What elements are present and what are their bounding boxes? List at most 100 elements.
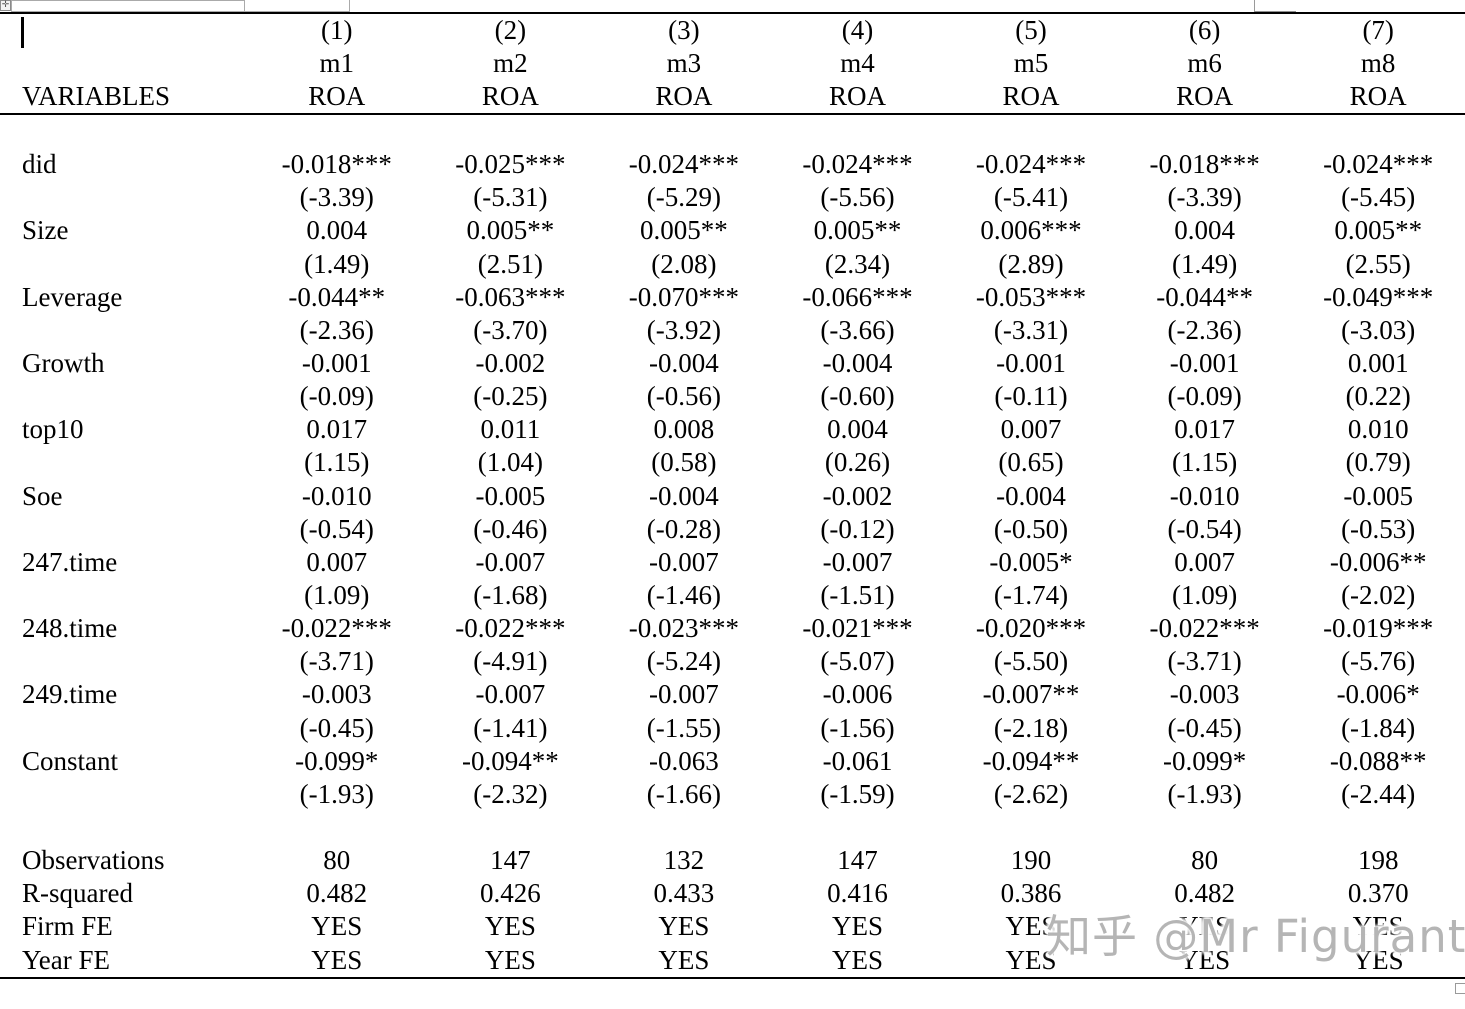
value-cell: -0.003 bbox=[301, 679, 372, 710]
value-cell: 0.370 bbox=[1347, 878, 1409, 909]
column-model: m1 bbox=[319, 48, 355, 78]
value-cell: (-2.18) bbox=[993, 712, 1069, 743]
value-cell bbox=[771, 114, 945, 148]
value-cell: (-0.28) bbox=[646, 513, 722, 544]
value-cell: -0.024*** bbox=[802, 149, 913, 180]
value-cell: 0.010 bbox=[1347, 414, 1409, 445]
table-row: (-3.39) (-5.31) (-5.29) (-5.56) (-5.41) (-3.3… bbox=[0, 181, 1465, 214]
table-row: (-0.54) (-0.46) (-0.28) (-0.12) (-0.50) (-0.5… bbox=[0, 513, 1465, 546]
value-cell: -0.007 bbox=[649, 546, 719, 577]
header-label-empty bbox=[0, 47, 250, 80]
column-dep: ROA bbox=[1176, 81, 1234, 111]
table-resize-handle[interactable] bbox=[1455, 983, 1465, 994]
value-cell: 0.007 bbox=[1000, 414, 1062, 445]
value-cell: -0.088** bbox=[1329, 745, 1427, 776]
value-cell: (-5.56) bbox=[820, 182, 895, 213]
value-cell: -0.099* bbox=[1162, 745, 1247, 776]
row-label: 247.time bbox=[22, 546, 118, 577]
value-cell: -0.020*** bbox=[975, 613, 1087, 644]
table-move-handle-icon[interactable]: ✛ bbox=[0, 0, 11, 11]
value-cell: 0.007 bbox=[306, 546, 368, 577]
value-cell: YES bbox=[1179, 944, 1231, 975]
table-row: 247.time 0.007 -0.007 -0.007 -0.007 -0.005* 0.… bbox=[0, 546, 1465, 579]
value-cell: YES bbox=[1005, 911, 1057, 942]
table-row: (-2.36) (-3.70) (-3.92) (-3.66) (-3.31) (-2.3… bbox=[0, 314, 1465, 347]
value-cell: 147 bbox=[837, 845, 878, 876]
value-cell: -0.001 bbox=[1169, 348, 1240, 379]
value-cell: -0.022*** bbox=[1149, 613, 1260, 644]
value-cell: (-0.12) bbox=[820, 513, 895, 544]
value-cell: 190 bbox=[1010, 845, 1052, 876]
table-row: Growth -0.001 -0.002 -0.004 -0.004 -0.001 -0.0… bbox=[0, 347, 1465, 380]
value-cell: -0.022*** bbox=[281, 613, 392, 644]
value-cell: (-5.29) bbox=[646, 182, 722, 213]
value-cell: -0.063 bbox=[649, 745, 719, 776]
value-cell: (-0.53) bbox=[1341, 513, 1416, 544]
value-cell: (-0.54) bbox=[1167, 513, 1242, 544]
value-cell: YES bbox=[311, 911, 363, 942]
column-num: (6) bbox=[1188, 15, 1221, 45]
value-cell: -0.005* bbox=[989, 546, 1073, 577]
value-cell: YES bbox=[484, 911, 536, 942]
value-cell: -0.004 bbox=[649, 480, 719, 511]
value-cell: (2.08) bbox=[651, 248, 717, 279]
value-cell: (-3.70) bbox=[473, 314, 548, 345]
value-cell: -0.024*** bbox=[975, 149, 1087, 180]
value-cell: (1.04) bbox=[477, 447, 543, 478]
value-cell: YES bbox=[658, 944, 710, 975]
value-cell: (-0.56) bbox=[646, 381, 722, 412]
column-num: (1) bbox=[321, 15, 353, 45]
value-cell: (-5.76) bbox=[1341, 646, 1416, 677]
row-label: Firm FE bbox=[22, 911, 113, 942]
value-cell: (0.79) bbox=[1345, 447, 1411, 478]
value-cell: YES bbox=[1352, 911, 1404, 942]
value-cell: (-3.39) bbox=[1167, 182, 1242, 213]
value-cell: (-1.59) bbox=[820, 778, 895, 809]
value-cell bbox=[597, 811, 771, 844]
row-label: did bbox=[22, 149, 57, 180]
value-cell: (0.22) bbox=[1345, 381, 1411, 412]
value-cell: (-5.07) bbox=[820, 646, 895, 677]
value-cell: -0.023*** bbox=[628, 613, 740, 644]
value-cell: (-2.02) bbox=[1341, 580, 1416, 611]
value-cell: 0.005** bbox=[1334, 215, 1423, 246]
value-cell: -0.094** bbox=[461, 745, 559, 776]
table-row: R-squared 0.482 0.426 0.433 0.416 0.386 0.482 0… bbox=[0, 877, 1465, 910]
value-cell: -0.007 bbox=[649, 679, 719, 710]
value-cell: 80 bbox=[323, 845, 351, 876]
column-model: m5 bbox=[1013, 48, 1049, 78]
row-label: R-squared bbox=[22, 878, 133, 909]
value-cell: -0.066*** bbox=[802, 281, 913, 312]
table-row: 249.time -0.003 -0.007 -0.007 -0.006 -0.007**… bbox=[0, 678, 1465, 711]
value-cell: (-0.09) bbox=[299, 381, 374, 412]
row-label: Growth bbox=[22, 348, 105, 379]
value-cell: YES bbox=[311, 944, 363, 975]
value-cell: -0.018*** bbox=[1149, 149, 1260, 180]
value-cell: (2.55) bbox=[1345, 248, 1411, 279]
value-cell: (-5.50) bbox=[993, 646, 1069, 677]
column-model: m6 bbox=[1187, 48, 1222, 78]
table-row: top10 0.017 0.011 0.008 0.004 0.007 0.017 0.010 bbox=[0, 413, 1465, 446]
value-cell: (-2.44) bbox=[1341, 778, 1416, 809]
value-cell: -0.002 bbox=[822, 480, 893, 511]
header-label-empty bbox=[0, 13, 250, 47]
row-label: Year FE bbox=[22, 944, 111, 975]
row-label bbox=[0, 712, 250, 745]
value-cell: 0.426 bbox=[479, 878, 541, 909]
value-cell bbox=[424, 811, 598, 844]
value-cell: (1.09) bbox=[1171, 580, 1238, 611]
value-cell: (-3.71) bbox=[299, 646, 374, 677]
row-label bbox=[0, 579, 250, 612]
value-cell: 0.416 bbox=[827, 878, 888, 909]
value-cell: -0.004 bbox=[649, 348, 719, 379]
value-cell: YES bbox=[1352, 944, 1404, 975]
value-cell: (-3.03) bbox=[1341, 314, 1416, 345]
table-row: 248.time -0.022*** -0.022*** -0.023*** -0.02… bbox=[0, 612, 1465, 645]
value-cell: -0.007** bbox=[982, 679, 1080, 710]
value-cell: YES bbox=[1005, 944, 1057, 975]
value-cell: -0.006** bbox=[1329, 546, 1427, 577]
value-cell: -0.018*** bbox=[281, 149, 392, 180]
value-cell: 147 bbox=[490, 845, 531, 876]
row-label: Observations bbox=[22, 845, 165, 876]
